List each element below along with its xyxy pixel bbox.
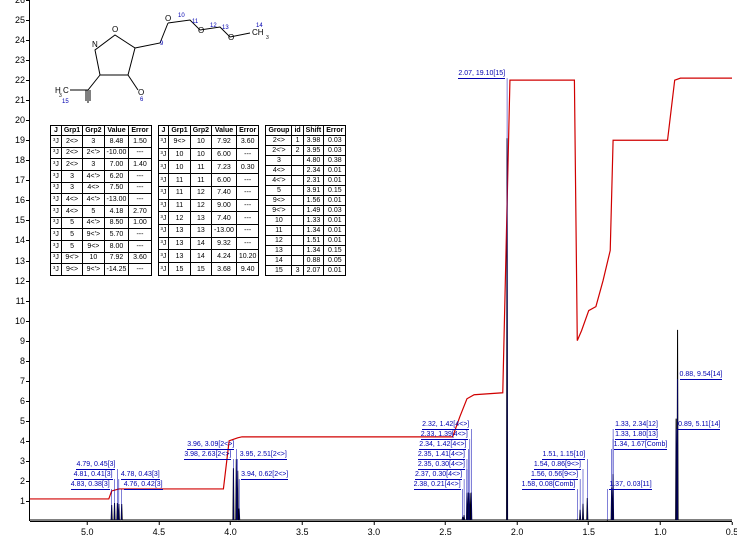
peak-annotation: 1.51, 1.15[10]	[542, 451, 585, 460]
peak-annotation: 0.89, 5.11[14]	[678, 421, 720, 430]
peak-annotation: 3.98, 2.63[2<>]	[184, 451, 231, 460]
y-axis: 1234567891011121314151617181920212223242…	[0, 0, 30, 521]
x-tick: 3.0	[368, 522, 381, 537]
peak-annotation: 3.96, 3.09[2<>]	[187, 441, 234, 450]
spectrum-trace	[30, 138, 732, 520]
x-tick: 2.5	[439, 522, 452, 537]
x-tick: 1.0	[654, 522, 667, 537]
peak-annotation: 4.78, 0.43[3]	[121, 471, 160, 480]
peak-annotation: 3.94, 0.62[2<>]	[241, 471, 288, 480]
peak-annotation: 2.32, 1.42[4<>]	[422, 421, 469, 430]
peak-annotation: 1.56, 0.56[9<>]	[531, 471, 578, 480]
x-tick: 5.0	[81, 522, 94, 537]
x-tick: 0.5	[726, 522, 737, 537]
peak-annotation: 4.76, 0.42[3]	[124, 481, 163, 490]
peak-annotation: 4.79, 0.45[3]	[76, 461, 115, 470]
peak-annotation: 2.34, 1.42[4<>]	[419, 441, 466, 450]
x-tick: 2.0	[511, 522, 524, 537]
peak-annotation: 1.58, 0.08[Comb]	[522, 481, 576, 490]
peak-annotation: 3.95, 2.51[2<>]	[240, 451, 287, 460]
peak-annotation: 2.07, 19.10[15]	[458, 70, 505, 79]
peak-annotation: 2.37, 0.30[4<>]	[415, 471, 462, 480]
peak-annotation: 2.35, 0.30[4<>]	[418, 461, 465, 470]
peak-annotation: 1.34, 1.67[Comb]	[614, 441, 668, 450]
x-tick: 1.5	[582, 522, 595, 537]
peak-annotation: 1.33, 2.34[12]	[615, 421, 658, 430]
x-tick: 4.0	[224, 522, 237, 537]
peak-annotation: 1.33, 1.80[13]	[615, 431, 658, 440]
peak-annotation: 1.37, 0.03[11]	[609, 481, 651, 490]
peak-annotation: 1.54, 0.86[9<>]	[534, 461, 581, 470]
peak-annotation: 2.33, 1.39[4<>]	[421, 431, 468, 440]
peak-annotation: 0.88, 9.54[14]	[680, 371, 723, 380]
x-tick: 3.5	[296, 522, 309, 537]
peak-annotation: 2.35, 1.41[4<>]	[418, 451, 465, 460]
peak-annotation: 2.38, 0.21[4<>]	[414, 481, 461, 490]
x-tick: 4.5	[153, 522, 166, 537]
x-axis: 5.04.54.03.53.02.52.01.51.00.5	[30, 521, 732, 541]
peak-annotation: 4.81, 0.41[3]	[74, 471, 113, 480]
peak-annotation: 4.83, 0.38[3]	[71, 481, 110, 490]
